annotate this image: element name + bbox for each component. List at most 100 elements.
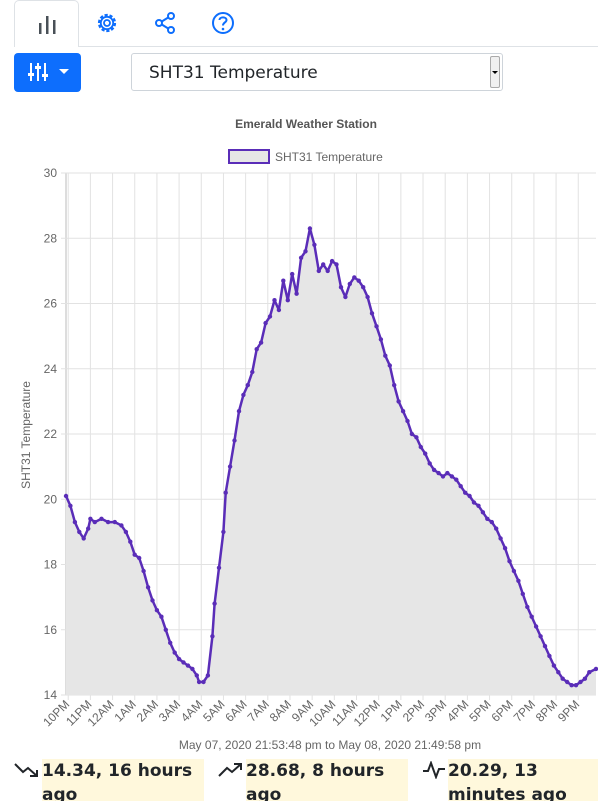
tab-chart[interactable]	[14, 0, 79, 47]
x-tick-label: 4PM	[444, 697, 471, 724]
data-point	[578, 679, 583, 685]
data-point	[556, 670, 561, 675]
data-point	[573, 683, 579, 688]
select-arrow[interactable]	[490, 56, 500, 88]
sliders-icon	[28, 63, 48, 81]
data-point	[538, 634, 543, 639]
data-point	[201, 679, 206, 685]
data-point	[172, 650, 177, 655]
data-point	[436, 470, 441, 476]
chevron-down-icon	[492, 71, 498, 74]
data-point	[196, 679, 202, 685]
x-axis-ticks: 10PM11PM12AM1AM2AM3AM4AM5AM6AM7AM8AM9AM1…	[40, 697, 582, 729]
y-tick-label: 30	[44, 166, 58, 180]
x-tick-label: 2PM	[400, 697, 427, 724]
y-tick-label: 28	[44, 231, 58, 245]
data-point	[321, 262, 326, 267]
data-point	[392, 382, 397, 388]
x-tick-label: 5AM	[200, 697, 227, 724]
x-tick-label: 3AM	[156, 697, 183, 724]
tabs-divider	[79, 46, 598, 47]
y-tick-label: 16	[44, 623, 58, 637]
x-tick-label: 1AM	[112, 697, 139, 724]
data-point	[185, 663, 191, 668]
y-axis-ticks: 14 16 18 20 22 24 26 28 30	[44, 166, 58, 702]
data-point	[141, 568, 146, 574]
data-point	[250, 369, 255, 375]
data-point	[520, 591, 525, 597]
bar-chart-icon	[39, 16, 56, 34]
data-point	[272, 298, 277, 303]
stat-max-value: 28.68, 8 hours ago	[246, 759, 408, 801]
data-point	[77, 529, 82, 535]
data-point	[303, 249, 308, 254]
data-point	[516, 578, 521, 583]
activity-icon	[423, 761, 445, 779]
question-circle-icon[interactable]	[208, 8, 238, 38]
chart-title: Emerald Weather Station	[235, 117, 377, 131]
data-point	[88, 516, 93, 521]
share-icon[interactable]	[150, 8, 180, 38]
data-point	[418, 444, 423, 450]
x-tick-label: 2AM	[134, 697, 161, 724]
data-point	[551, 663, 557, 668]
data-point	[212, 601, 217, 606]
data-point	[582, 676, 588, 681]
data-point	[476, 503, 481, 508]
nav-tabs	[0, 0, 598, 47]
data-point	[99, 516, 104, 521]
data-point	[312, 242, 317, 247]
x-axis-label: May 07, 2020 21:53:48 pm to May 08, 2020…	[179, 738, 481, 752]
data-point	[68, 503, 73, 508]
data-point	[440, 474, 446, 479]
stats-bar: 14.34, 16 hours ago 28.68, 8 hours ago 2…	[0, 756, 598, 801]
data-point	[290, 271, 295, 277]
data-point	[112, 519, 118, 525]
data-point	[232, 438, 237, 443]
data-point	[210, 634, 215, 639]
data-point	[347, 281, 352, 287]
stat-max: 28.68, 8 hours ago	[218, 756, 408, 801]
data-point	[480, 510, 486, 515]
chart-settings-button[interactable]	[14, 53, 81, 92]
data-point	[325, 268, 330, 274]
data-point	[423, 451, 428, 456]
data-point	[378, 337, 384, 342]
data-point	[387, 363, 392, 368]
data-point	[463, 490, 468, 495]
sensor-select[interactable]: SHT31 Temperature	[131, 53, 503, 91]
data-point	[163, 627, 168, 632]
data-point	[565, 679, 570, 685]
data-point	[285, 298, 290, 303]
data-point	[587, 670, 592, 675]
data-point	[123, 529, 129, 535]
data-point	[267, 314, 273, 319]
gear-icon[interactable]	[92, 8, 122, 38]
x-tick-label: 1PM	[378, 697, 405, 724]
data-point	[137, 555, 142, 561]
data-point	[396, 399, 401, 404]
data-point	[502, 546, 508, 551]
chart-legend[interactable]: SHT31 Temperature	[228, 149, 383, 164]
caret-down-icon	[59, 69, 69, 74]
data-point	[409, 431, 415, 437]
data-point	[86, 526, 91, 531]
data-point	[72, 519, 78, 525]
data-point	[263, 320, 268, 326]
data-point	[533, 624, 539, 629]
data-point	[498, 536, 503, 541]
data-point	[507, 559, 512, 564]
data-point	[154, 608, 160, 613]
data-point	[525, 604, 530, 610]
data-point	[194, 673, 199, 678]
data-point	[431, 467, 437, 473]
y-tick-label: 18	[44, 558, 58, 572]
data-point	[511, 568, 517, 574]
data-point	[356, 278, 361, 283]
data-point	[334, 262, 339, 267]
trend-up-icon	[218, 763, 242, 777]
data-point	[216, 565, 222, 570]
data-point	[276, 307, 282, 313]
x-tick-label: 6AM	[222, 697, 249, 724]
x-tick-label: 7AM	[245, 697, 272, 724]
